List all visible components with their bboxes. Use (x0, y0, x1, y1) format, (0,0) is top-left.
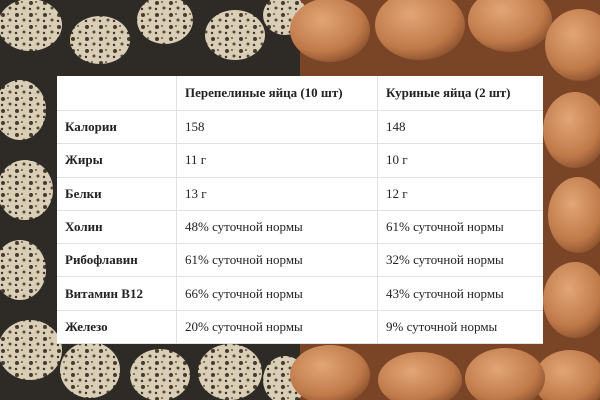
table-cell: 48% суточной нормы (176, 210, 378, 245)
table-cell: 9% суточной нормы (377, 310, 543, 345)
table-row: Железо 20% суточной нормы 9% суточной норм… (57, 310, 543, 345)
table-cell: 11 г (176, 143, 378, 178)
row-label: Жиры (57, 143, 177, 178)
table-row: Холин 48% суточной нормы 61% суточной норм… (57, 210, 543, 245)
header-row: Перепелиные яйца (10 шт) Куриные яйца (2… (57, 76, 543, 111)
row-label: Железо (57, 310, 177, 345)
row-label: Рибофлавин (57, 243, 177, 278)
table-cell: 12 г (377, 177, 543, 211)
table-cell: 10 г (377, 143, 543, 178)
header-cell (57, 76, 177, 111)
table-cell: 61% суточной нормы (176, 243, 378, 278)
header-cell: Куриные яйца (2 шт) (377, 76, 543, 111)
table-row: Белки 13 г 12 г (57, 177, 543, 211)
table-cell: 66% суточной нормы (176, 276, 378, 311)
header-cell: Перепелиные яйца (10 шт) (176, 76, 378, 111)
table-row: Рибофлавин 61% суточной нормы 32% суточной… (57, 243, 543, 278)
row-label: Калории (57, 110, 177, 145)
row-label: Белки (57, 177, 177, 211)
table-cell: 158 (176, 110, 378, 145)
table-row: Витамин B12 66% суточной нормы 43% суточно… (57, 276, 543, 311)
table-cell: 13 г (176, 177, 378, 211)
row-label: Холин (57, 210, 177, 245)
row-label: Витамин B12 (57, 276, 177, 311)
table-cell: 20% суточной нормы (176, 310, 378, 345)
comparison-table: Перепелиные яйца (10 шт) Куриные яйца (2… (57, 76, 543, 345)
table-cell: 32% суточной нормы (377, 243, 543, 278)
table-cell: 148 (377, 110, 543, 145)
table-cell: 43% суточной нормы (377, 276, 543, 311)
table-cell: 61% суточной нормы (377, 210, 543, 245)
table-row: Калории 158 148 (57, 110, 543, 145)
table-body: Калории 158 148 Жиры 11 г 10 г Белки 13 г 12 г Хо… (57, 110, 543, 345)
table-row: Жиры 11 г 10 г (57, 143, 543, 178)
